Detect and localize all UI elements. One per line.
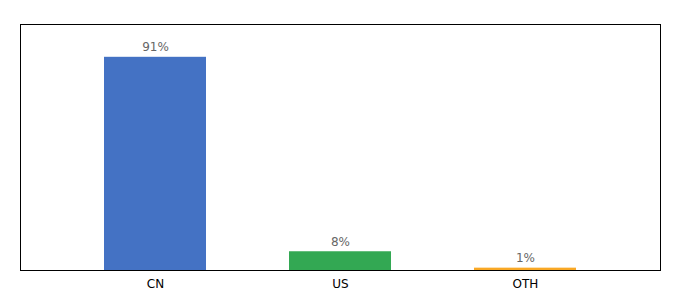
svg-text:OTH: OTH xyxy=(513,277,539,291)
svg-text:US: US xyxy=(332,277,348,291)
svg-text:91%: 91% xyxy=(142,40,169,54)
svg-text:8%: 8% xyxy=(331,235,350,249)
svg-text:1%: 1% xyxy=(516,251,535,265)
svg-text:CN: CN xyxy=(147,277,164,291)
